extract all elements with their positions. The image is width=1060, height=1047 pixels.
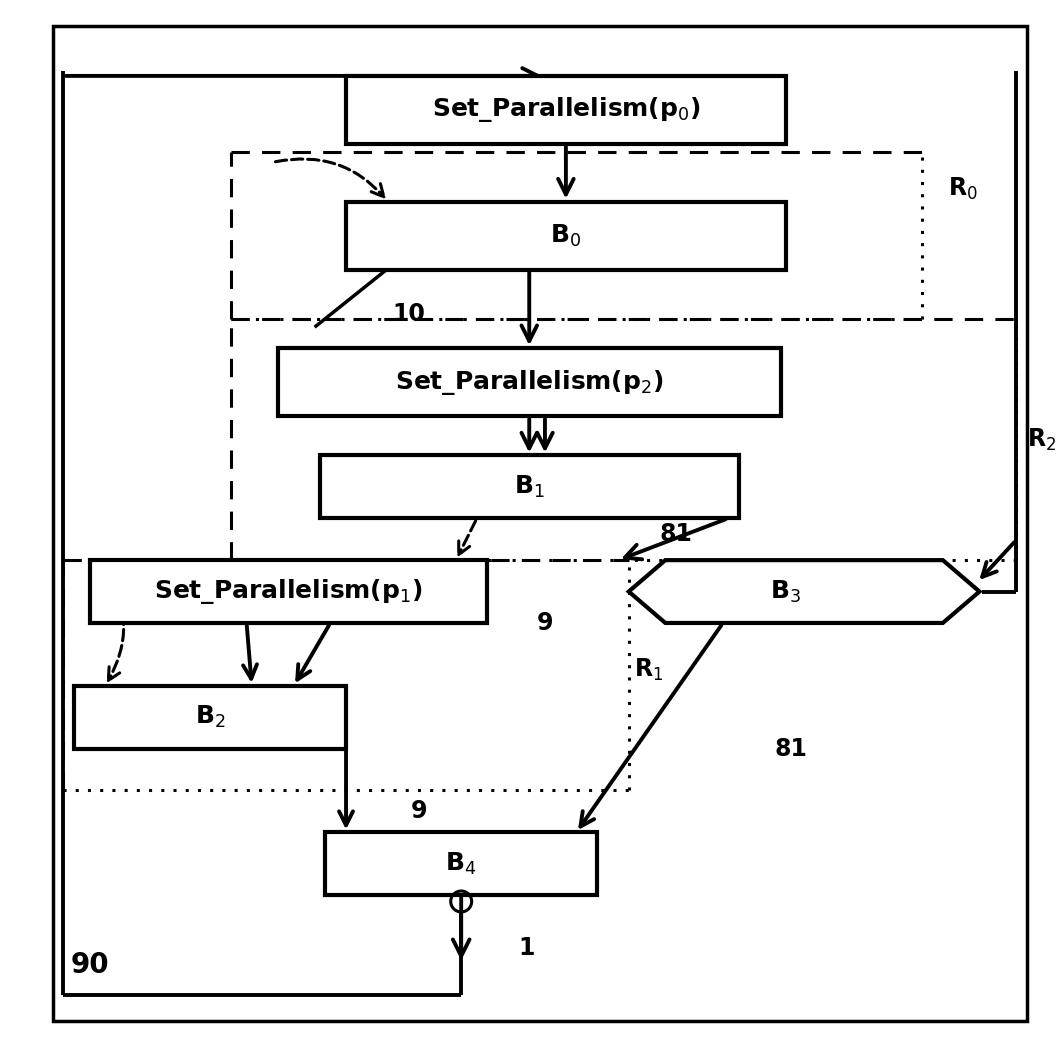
- Bar: [346, 201, 785, 269]
- Bar: [346, 76, 785, 143]
- Text: 10: 10: [392, 303, 425, 326]
- Text: B$_3$: B$_3$: [771, 578, 801, 605]
- Text: B$_0$: B$_0$: [550, 222, 582, 249]
- Text: 81: 81: [775, 737, 808, 760]
- Polygon shape: [629, 560, 979, 623]
- Text: R$_0$: R$_0$: [948, 175, 978, 202]
- Text: Set_Parallelism(p$_2$): Set_Parallelism(p$_2$): [395, 367, 664, 397]
- Text: B$_2$: B$_2$: [195, 704, 226, 731]
- Bar: [278, 348, 780, 417]
- Text: R$_2$: R$_2$: [1026, 426, 1056, 453]
- Text: Set_Parallelism(p$_0$): Set_Parallelism(p$_0$): [431, 95, 701, 125]
- Text: R$_1$: R$_1$: [634, 656, 664, 684]
- Text: 81: 81: [659, 522, 692, 545]
- Bar: [89, 560, 488, 623]
- Bar: [325, 832, 597, 895]
- Text: 9: 9: [411, 800, 427, 823]
- Text: B$_4$: B$_4$: [445, 850, 477, 877]
- Text: 9: 9: [536, 611, 553, 634]
- Text: 90: 90: [70, 952, 109, 979]
- Text: B$_1$: B$_1$: [514, 473, 545, 500]
- Text: 1: 1: [518, 936, 535, 959]
- Bar: [320, 455, 739, 518]
- Bar: [74, 686, 346, 749]
- Text: Set_Parallelism(p$_1$): Set_Parallelism(p$_1$): [154, 577, 423, 606]
